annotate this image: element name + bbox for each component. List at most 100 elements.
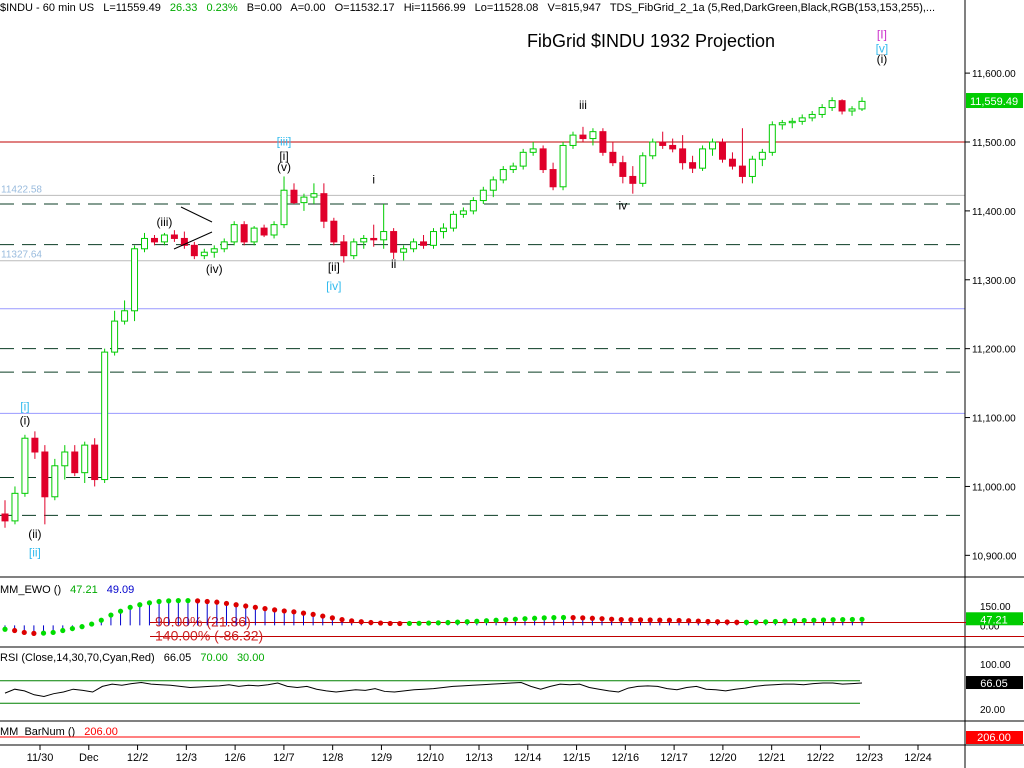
- candle-body: [748, 158, 756, 177]
- indicator-readout: TDS_FibGrid_2_1a (5,Red,DarkGreen,Black,…: [610, 2, 935, 14]
- ewo-dot: [339, 616, 345, 623]
- chart-title: FibGrid $INDU 1932 Projection: [527, 31, 775, 51]
- candle: [250, 226, 258, 246]
- ewo-dot: [618, 616, 624, 623]
- candle: [599, 128, 607, 156]
- ewo-dot: [40, 630, 47, 636]
- candle-body: [410, 241, 418, 250]
- time-axis: 11/30 Dec 12/2 12/3 12/6 12/7 12/8 12/9 12/10 12/…: [27, 745, 932, 764]
- candle-body: [639, 155, 647, 184]
- wave-label: iii: [579, 98, 587, 112]
- barnum-pane[interactable]: MM_BarNum () 206.00 206.00: [0, 726, 1023, 744]
- barnum-legend: MM_BarNum () 206.00: [0, 726, 118, 738]
- candle-body: [838, 100, 846, 112]
- candle: [848, 106, 856, 116]
- candle-body: [559, 144, 567, 188]
- candle: [170, 230, 178, 242]
- candle: [579, 126, 587, 142]
- ewo-dot: [830, 617, 836, 623]
- ewo-dot: [175, 598, 181, 604]
- ewo-dot: [156, 598, 162, 605]
- ewo-dot: [291, 609, 297, 615]
- ewo-dot: [166, 598, 172, 604]
- ewo-dot: [146, 600, 153, 606]
- candle: [619, 155, 627, 184]
- candle: [838, 99, 846, 115]
- candle: [31, 431, 39, 459]
- candle-body: [370, 237, 378, 241]
- candle: [280, 176, 288, 229]
- ewo-value-2: 49.09: [107, 584, 135, 596]
- price-tick-label: 11,500.00: [972, 138, 1016, 149]
- candle: [41, 445, 49, 525]
- ewo-pane[interactable]: MM_EWO () 47.21 49.09 90.00% (21.86)140.…: [0, 584, 1024, 643]
- rsi-pane[interactable]: RSI (Close,14,30,70,Cyan,Red) 66.05 70.0…: [0, 652, 863, 704]
- candle-body: [828, 100, 836, 109]
- ewo-dot: [743, 619, 750, 625]
- ewo-dot: [676, 617, 682, 624]
- candle: [11, 486, 19, 525]
- ewo-dot: [368, 619, 374, 626]
- candle: [1, 500, 9, 528]
- candle: [81, 441, 89, 483]
- candle: [439, 223, 447, 239]
- candle-body: [240, 224, 248, 243]
- candle-body: [210, 248, 218, 253]
- candle-body: [220, 241, 228, 250]
- ewo-dot: [117, 608, 124, 614]
- wave-label: [ii]: [29, 546, 41, 560]
- candle-body: [260, 227, 268, 236]
- triangle-pattern: [173, 206, 213, 250]
- candle: [91, 438, 99, 487]
- ewo-dot: [647, 617, 653, 623]
- candle: [71, 445, 79, 477]
- time-tick-label: 12/14: [514, 752, 542, 764]
- candle: [51, 458, 59, 501]
- candle-body: [21, 437, 29, 494]
- time-tick-label: 12/3: [176, 752, 197, 764]
- candle-body: [360, 237, 368, 243]
- candle: [131, 245, 139, 322]
- time-tick-label: 12/2: [127, 752, 148, 764]
- candle-body: [469, 200, 477, 212]
- candle-body: [818, 107, 826, 115]
- ewo-dot: [522, 616, 528, 622]
- fib-level-label: 11422.58: [1, 184, 42, 195]
- candle: [718, 138, 726, 163]
- rsi-value: 66.05: [164, 652, 192, 664]
- candle: [549, 162, 557, 191]
- candle: [768, 121, 776, 156]
- candle: [300, 193, 308, 211]
- fib-level-label: 11327.64: [1, 250, 42, 261]
- ewo-dot: [763, 619, 769, 625]
- ewo-dot: [50, 629, 56, 636]
- chart-header: $INDU - 60 min US L=11559.49 26.33 0.23%…: [0, 2, 935, 14]
- candle-body: [619, 162, 627, 177]
- candle-body: [449, 213, 457, 229]
- candle-body: [71, 451, 79, 474]
- rsi-legend: RSI (Close,14,30,70,Cyan,Red) 66.05 70.0…: [0, 652, 264, 664]
- ewo-dot: [849, 616, 855, 623]
- candle: [499, 166, 507, 184]
- wave-label: iv: [619, 199, 628, 213]
- ewo-dot: [628, 617, 634, 623]
- ewo-series: [2, 598, 865, 636]
- candle-body: [459, 210, 467, 215]
- ewo-dot: [387, 620, 393, 627]
- wave-label: [i]: [20, 400, 29, 414]
- ewo-dot: [300, 610, 307, 616]
- candle-body: [81, 444, 89, 474]
- time-tick-label: 12/15: [563, 752, 591, 764]
- ewo-dot: [657, 617, 663, 623]
- ewo-tag: 47.21: [980, 614, 1008, 626]
- candle-body: [669, 144, 677, 150]
- ewo-name: MM_EWO (): [0, 584, 61, 596]
- wave-label: ii: [391, 257, 396, 271]
- candle-body: [380, 231, 388, 241]
- low-readout: Lo=11528.08: [475, 2, 539, 14]
- ewo-dot: [108, 612, 114, 618]
- barnum-name: MM_BarNum (): [0, 726, 75, 738]
- candle-body: [788, 120, 796, 124]
